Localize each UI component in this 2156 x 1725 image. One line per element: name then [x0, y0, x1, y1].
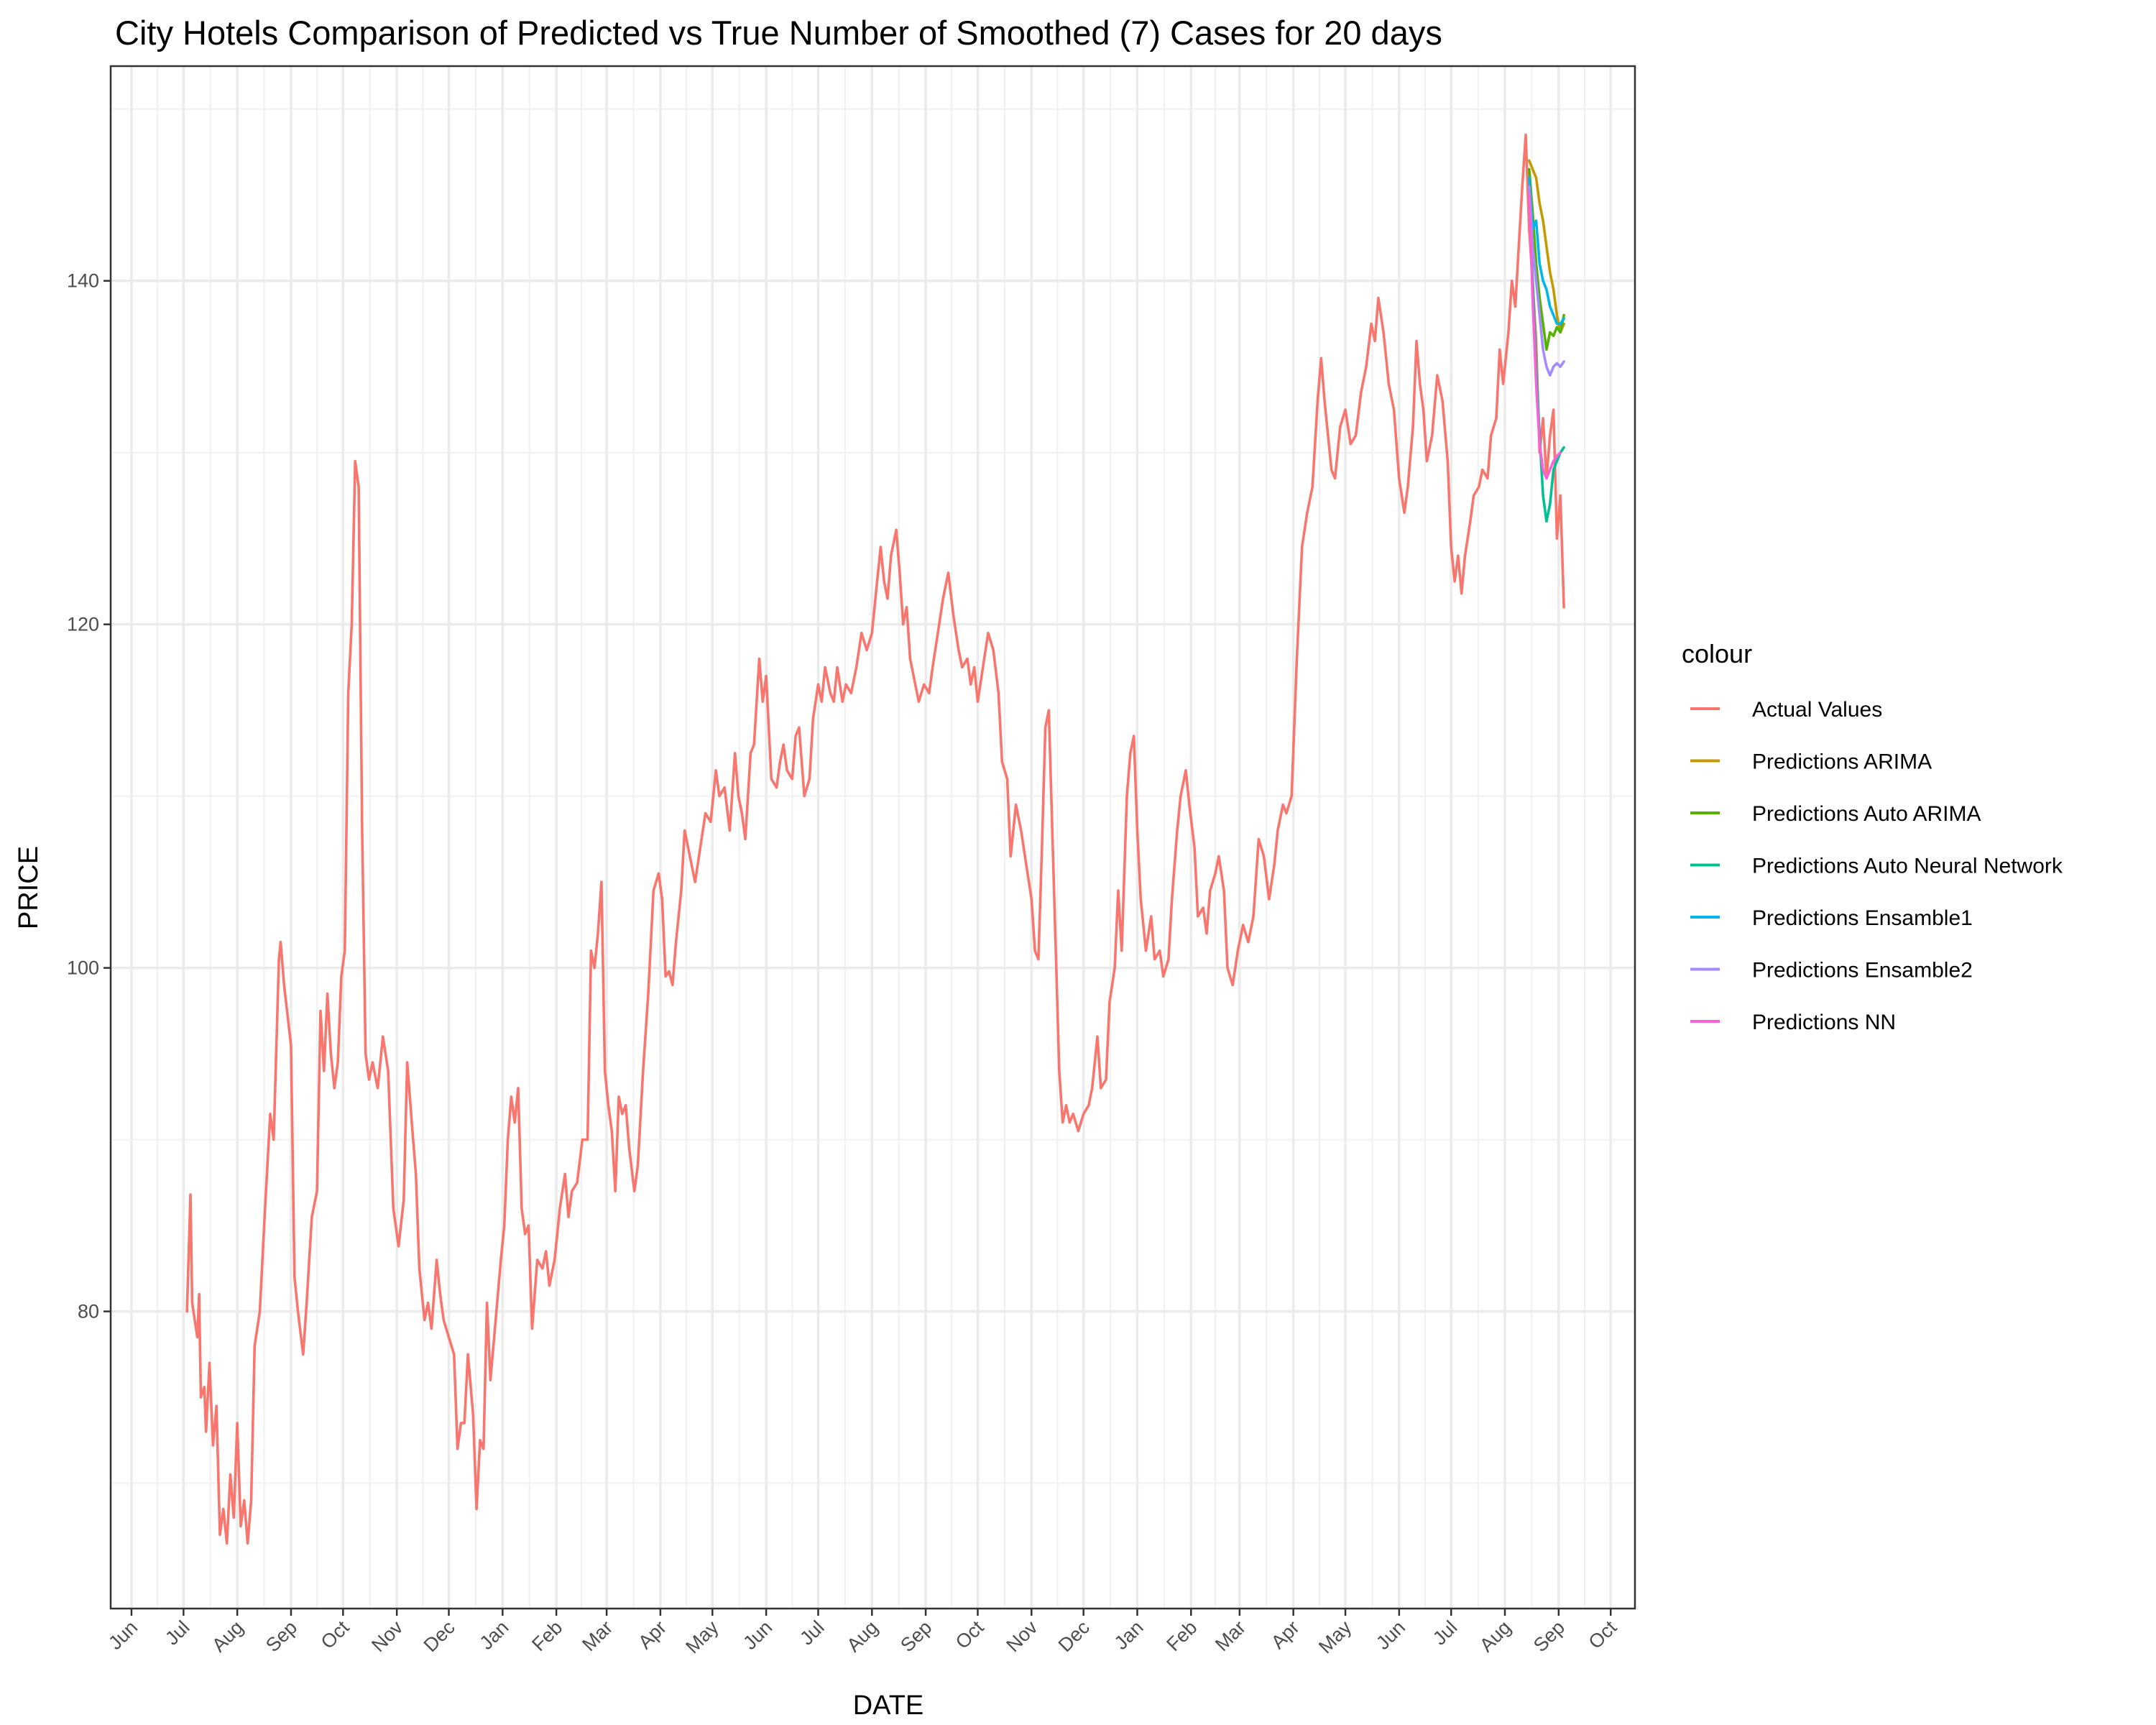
- series-line-predictions-nn: [1528, 193, 1562, 480]
- x-tick-label: Sep: [896, 1616, 936, 1656]
- x-tick-label: Feb: [1162, 1616, 1201, 1655]
- x-tick-label: Mar: [1211, 1616, 1250, 1655]
- x-tick-label: Aug: [842, 1616, 882, 1656]
- x-tick-label: May: [681, 1616, 723, 1658]
- x-tick-label: Jun: [739, 1616, 776, 1654]
- x-tick-label: Sep: [262, 1616, 301, 1656]
- x-tick-label: Oct: [1585, 1616, 1621, 1653]
- x-tick-label: Sep: [1529, 1616, 1569, 1656]
- y-axis: 80 100 120 140: [67, 270, 111, 1322]
- y-tick-label: 140: [67, 270, 99, 292]
- x-tick-label: Jan: [1110, 1616, 1148, 1654]
- x-tick-label: Jul: [161, 1616, 194, 1650]
- x-tick-label: Apr: [1267, 1616, 1304, 1653]
- legend: colour Actual Values Predictions ARIMA Pre…: [1682, 639, 2063, 1034]
- x-tick-label: Oct: [952, 1616, 988, 1653]
- x-axis-title: DATE: [853, 1690, 924, 1721]
- legend-label-predictions-nn: Predictions NN: [1752, 1011, 1896, 1034]
- series-line-predictions-ensamble1: [1528, 176, 1565, 326]
- major-gridlines: [111, 66, 1635, 1609]
- series-lines: [185, 133, 1565, 1545]
- series-line-predictions-ensamble2: [1528, 185, 1565, 377]
- x-tick-label: Jun: [104, 1616, 142, 1654]
- x-tick-label: Aug: [1475, 1616, 1515, 1656]
- x-tick-label: May: [1314, 1616, 1356, 1658]
- legend-label-predictions-auto-arima: Predictions Auto ARIMA: [1752, 802, 1981, 826]
- x-tick-label: Jul: [1429, 1616, 1462, 1650]
- series-line-predictions-arima: [1528, 159, 1565, 334]
- legend-label-predictions-ensamble2: Predictions Ensamble2: [1752, 959, 1973, 983]
- x-tick-label: Dec: [420, 1616, 459, 1656]
- x-tick-label: Nov: [367, 1616, 407, 1657]
- x-axis: Jun Jul Aug Sep Oct Nov Dec Jan Feb Mar Apr May Jun J…: [104, 1609, 1621, 1657]
- y-tick-label: 100: [67, 957, 99, 979]
- x-tick-label: Mar: [578, 1616, 617, 1655]
- series-line-predictions-auto-arima: [1528, 167, 1565, 351]
- x-tick-label: Nov: [1002, 1616, 1042, 1657]
- x-tick-label: Aug: [208, 1616, 247, 1656]
- y-tick-label: 80: [78, 1301, 99, 1322]
- x-tick-label: Jul: [796, 1616, 829, 1650]
- legend-label-predictions-arima: Predictions ARIMA: [1752, 750, 1932, 774]
- legend-label-predictions-ensamble1: Predictions Ensamble1: [1752, 906, 1973, 930]
- x-tick-label: Feb: [528, 1616, 566, 1655]
- chart-title: City Hotels Comparison of Predicted vs T…: [115, 14, 1442, 52]
- x-tick-label: Dec: [1054, 1616, 1094, 1656]
- x-tick-label: Jan: [476, 1616, 513, 1654]
- y-axis-title: PRICE: [14, 846, 44, 929]
- legend-label-actual-values: Actual Values: [1752, 698, 1882, 722]
- series-line-actual-values: [185, 133, 1565, 1545]
- legend-label-predictions-auto-neural-network: Predictions Auto Neural Network: [1752, 855, 2063, 878]
- minor-gridlines: [111, 66, 1635, 1609]
- legend-title: colour: [1682, 639, 1752, 668]
- x-tick-label: Jun: [1372, 1616, 1409, 1654]
- y-tick-label: 120: [67, 614, 99, 635]
- x-tick-label: Oct: [317, 1616, 354, 1653]
- x-tick-label: Apr: [634, 1616, 671, 1653]
